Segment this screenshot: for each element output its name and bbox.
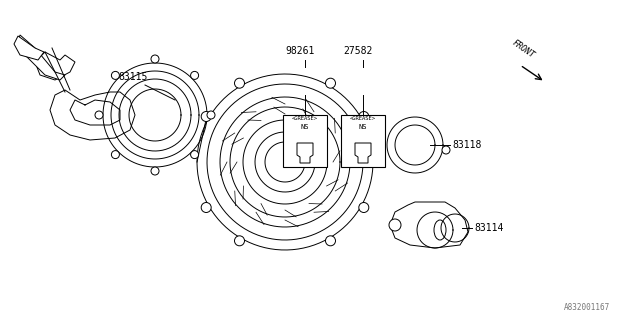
Polygon shape <box>35 52 75 80</box>
Polygon shape <box>297 143 313 163</box>
Circle shape <box>201 203 211 212</box>
Circle shape <box>151 167 159 175</box>
Circle shape <box>234 236 244 246</box>
Circle shape <box>191 151 198 159</box>
Circle shape <box>234 78 244 88</box>
Circle shape <box>95 111 103 119</box>
Circle shape <box>389 219 401 231</box>
Circle shape <box>442 146 450 154</box>
Text: FRONT: FRONT <box>510 38 536 60</box>
Circle shape <box>111 151 120 159</box>
Circle shape <box>359 111 369 122</box>
Ellipse shape <box>434 220 446 240</box>
Circle shape <box>326 236 335 246</box>
Polygon shape <box>355 143 371 163</box>
Polygon shape <box>14 36 44 60</box>
Text: 27582: 27582 <box>343 46 372 56</box>
Polygon shape <box>50 90 135 140</box>
Text: <GREASE>: <GREASE> <box>350 116 376 121</box>
Polygon shape <box>390 202 468 248</box>
FancyBboxPatch shape <box>341 115 385 167</box>
Text: 98261: 98261 <box>285 46 314 56</box>
Circle shape <box>326 78 335 88</box>
Text: NS: NS <box>359 124 367 130</box>
Circle shape <box>359 203 369 212</box>
Circle shape <box>207 111 215 119</box>
Text: 83115: 83115 <box>118 72 147 82</box>
Circle shape <box>201 111 211 122</box>
Circle shape <box>191 71 198 79</box>
Circle shape <box>151 55 159 63</box>
Polygon shape <box>18 35 65 80</box>
Text: 83114: 83114 <box>474 223 504 233</box>
Text: 83118: 83118 <box>452 140 481 150</box>
Text: <GREASE>: <GREASE> <box>292 116 318 121</box>
Circle shape <box>111 71 120 79</box>
Text: NS: NS <box>301 124 309 130</box>
Text: A832001167: A832001167 <box>564 303 610 312</box>
FancyBboxPatch shape <box>283 115 327 167</box>
